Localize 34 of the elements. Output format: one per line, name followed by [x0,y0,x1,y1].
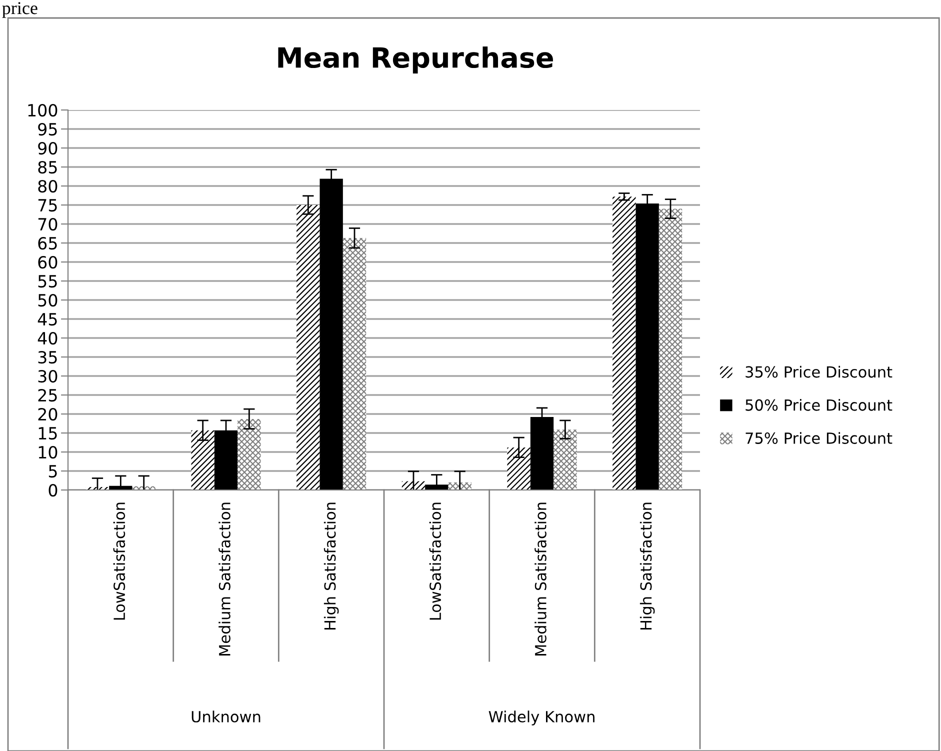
chart-title: Mean Repurchase [278,46,553,74]
y-tick-label: 60 [38,256,58,269]
legend-label: 35% Price Discount [746,366,892,378]
y-tick-label: 70 [38,218,58,231]
x-tick-label: High Satisfaction [640,502,655,630]
x-tick-label: Medium Satisfaction [218,502,230,656]
x-tick-label: LowSatisfaction [429,502,442,620]
y-tick-label: 40 [38,332,58,345]
text: Unknown [192,710,260,722]
y-tick-label: 30 [38,370,58,383]
y-tick-label: 100 [28,104,58,117]
y-tick-label: 45 [38,313,57,326]
x-tick-label: High Satisfaction [324,502,339,630]
y-tick-label: 0 [48,484,58,497]
legend-label: 50% Price Discount [746,399,892,411]
y-tick-label: 15 [38,427,57,440]
y-tick-label: 35 [38,350,57,364]
y-tick-label: 65 [38,236,57,250]
x-tick-label: Medium Satisfaction [534,502,546,656]
y-tick-label: 90 [38,142,58,155]
x-tick-label: LowSatisfaction [113,502,126,620]
y-tick-label: 50 [38,294,58,307]
y-tick-label: 85 [38,160,57,174]
y-tick-label: 20 [38,408,58,421]
y-tick-label: 25 [38,388,57,402]
text: price [2,2,38,18]
legend-label: 75% Price Discount [746,432,892,444]
text: Widely Known [488,710,594,726]
y-tick-label: 10 [38,446,58,459]
y-tick-label: 80 [38,180,58,193]
y-tick-label: 75 [38,199,57,212]
y-tick-label: 95 [38,122,57,136]
y-tick-label: 55 [38,275,57,288]
y-tick-label: 5 [48,465,57,478]
